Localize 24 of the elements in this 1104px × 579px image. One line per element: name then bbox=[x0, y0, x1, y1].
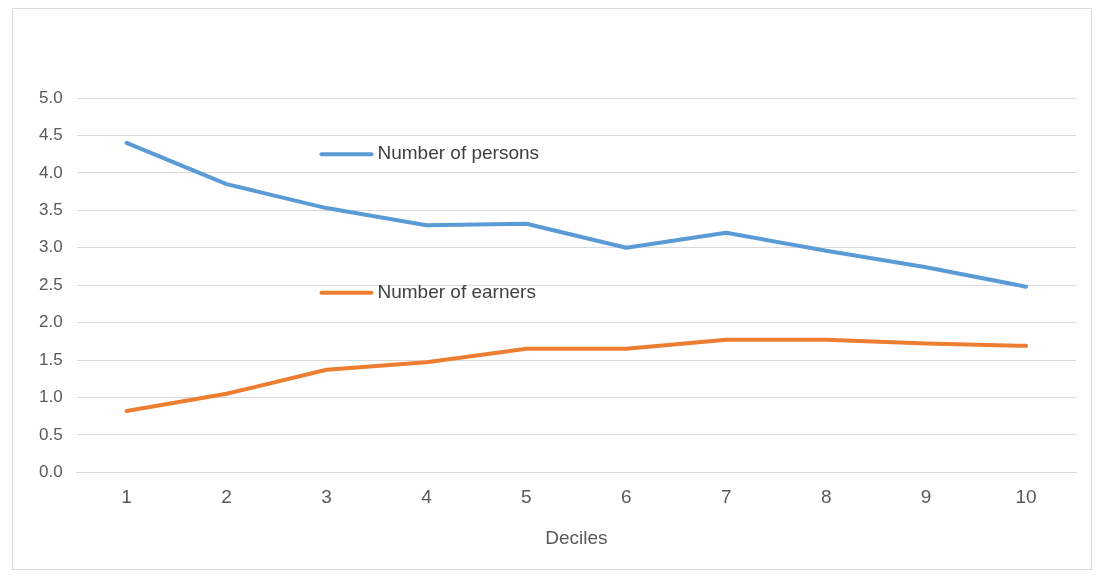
y-tick-label: 1.0 bbox=[38, 387, 63, 407]
x-tick-label: 2 bbox=[221, 486, 232, 508]
x-tick-label: 10 bbox=[1015, 486, 1037, 508]
y-tick-label: 1.5 bbox=[38, 349, 63, 369]
x-tick-label: 7 bbox=[720, 486, 732, 508]
x-tick-label: 1 bbox=[121, 486, 132, 508]
y-tick-label: 3.5 bbox=[38, 200, 63, 220]
y-tick-label: 0.5 bbox=[38, 424, 63, 444]
x-tick-label: 9 bbox=[920, 486, 932, 508]
legend-label: Number of persons bbox=[377, 142, 540, 164]
x-tick-label: 5 bbox=[521, 486, 532, 508]
legend-label: Number of earners bbox=[377, 280, 536, 302]
x-tick-label: 3 bbox=[321, 486, 332, 508]
y-tick-label: 2.0 bbox=[38, 312, 63, 332]
y-tick-label: 4.5 bbox=[38, 125, 63, 145]
y-tick-label: 0.0 bbox=[38, 462, 63, 482]
y-tick-label: 4.0 bbox=[38, 162, 63, 182]
y-tick-label: 3.0 bbox=[38, 237, 63, 257]
y-tick-label: 2.5 bbox=[38, 274, 63, 294]
x-tick-label: 8 bbox=[820, 486, 832, 508]
y-tick-label: 5.0 bbox=[38, 87, 63, 107]
x-tick-label: 6 bbox=[621, 486, 632, 508]
x-axis-title: Deciles bbox=[545, 526, 608, 548]
x-tick-label: 4 bbox=[421, 486, 433, 508]
